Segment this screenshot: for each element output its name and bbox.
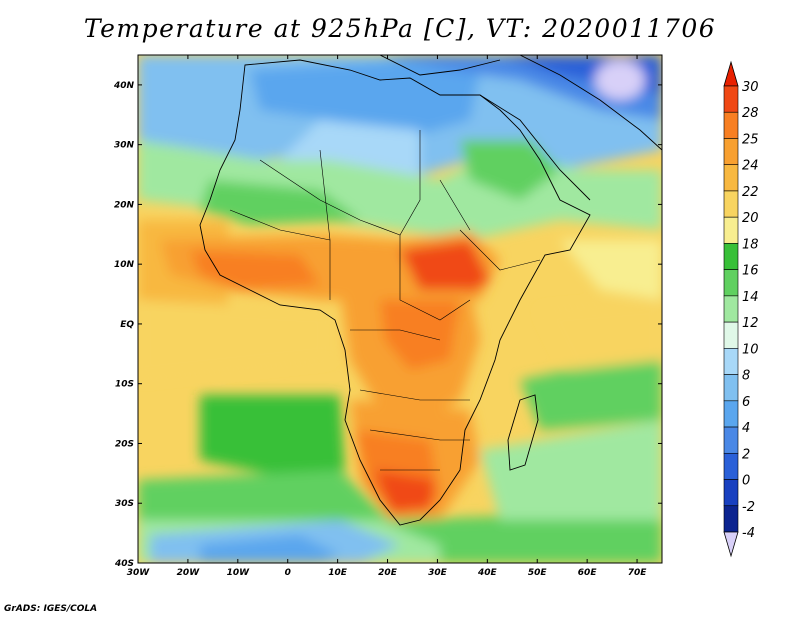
- colorbar-label: 18: [742, 237, 759, 252]
- x-axis: 30W 20W 10W 0 10E 20E 30E 40E 50E 60E 70E: [127, 55, 647, 578]
- colorbar-label: 14: [742, 290, 759, 305]
- colorbar-label: 8: [742, 369, 750, 384]
- x-tick-label: 70E: [628, 568, 648, 578]
- x-tick-label: 30W: [127, 568, 151, 578]
- colorbar-segment: [723, 243, 739, 270]
- x-tick-label: 0: [285, 568, 291, 578]
- colorbar-label: -2: [742, 500, 755, 515]
- y-tick-label: 20N: [114, 200, 135, 210]
- colorbar-max-arrow: [723, 60, 739, 87]
- colorbar-label: 4: [742, 421, 750, 436]
- colorbar-segment: [723, 138, 739, 166]
- colorbar-label: 10: [742, 342, 759, 357]
- y-tick-label: 10S: [115, 380, 134, 390]
- colorbar-segment: [723, 452, 739, 480]
- y-tick-label: 20S: [115, 439, 134, 449]
- colorbar-segment: [723, 321, 739, 349]
- colorbar-label: 20: [742, 211, 759, 226]
- colorbar-segment: [723, 400, 739, 428]
- country-borders: [229, 130, 541, 471]
- y-tick-label: 40N: [113, 81, 135, 91]
- y-tick-label: 40S: [114, 559, 134, 569]
- colorbar-segment: [723, 505, 739, 533]
- colorbar-label: 16: [742, 264, 759, 279]
- x-tick-label: 30E: [428, 568, 448, 578]
- coastlines: [199, 55, 662, 526]
- africa-coastline: [199, 59, 591, 526]
- europe-coastline: [379, 55, 501, 76]
- x-tick-label: 20E: [378, 568, 398, 578]
- x-tick-label: 40E: [477, 568, 498, 578]
- y-tick-label: 10N: [114, 260, 135, 270]
- y-axis: 40N 30N 20N 10N EQ 10S 20S 30S 40S: [113, 81, 662, 569]
- colorbar-label: 25: [742, 132, 759, 147]
- asia-coastline: [519, 55, 662, 151]
- madagascar-coastline: [507, 394, 539, 471]
- colorbar-label: 24: [742, 159, 759, 174]
- colorbar-label: 2: [742, 447, 750, 462]
- y-tick-label: EQ: [120, 320, 134, 330]
- colorbar-min-arrow: [723, 531, 739, 558]
- chart-title: Temperature at 925hPa [C], VT: 202001170…: [83, 14, 717, 43]
- colorbar-label: 0: [742, 474, 750, 489]
- colorbar-segment: [723, 426, 739, 454]
- temperature-field: [138, 55, 662, 563]
- y-tick-label: 30N: [114, 141, 135, 151]
- colorbar-label: 6: [742, 395, 750, 410]
- colorbar-segment: [723, 295, 739, 323]
- colorbar-segment: [723, 479, 739, 507]
- colorbar-segment: [723, 85, 739, 113]
- colorbar-label: 12: [742, 316, 759, 331]
- colorbar-segment: [723, 111, 739, 139]
- colorbar-label: 30: [742, 80, 759, 95]
- plot-frame: [137, 54, 663, 564]
- y-tick-label: 30S: [115, 499, 134, 509]
- credit-label: GrADS: IGES/COLA: [4, 604, 98, 614]
- red-sea-coastline: [479, 94, 591, 201]
- x-tick-label: 20W: [177, 568, 201, 578]
- colorbar-segment: [723, 269, 739, 297]
- colorbar-segment: [723, 348, 739, 375]
- x-tick-label: 60E: [578, 568, 598, 578]
- colorbar-segment: [723, 190, 739, 218]
- colorbar-label: 28: [742, 106, 759, 121]
- colorbar-label: -4: [742, 526, 755, 541]
- colorbar-segment: [723, 374, 739, 402]
- x-tick-label: 10E: [328, 568, 348, 578]
- colorbar-segment: [723, 216, 739, 244]
- x-tick-label: 10W: [227, 568, 251, 578]
- x-tick-label: 50E: [528, 568, 548, 578]
- colorbar-label: 22: [742, 185, 759, 200]
- colorbar-segment: [723, 164, 739, 192]
